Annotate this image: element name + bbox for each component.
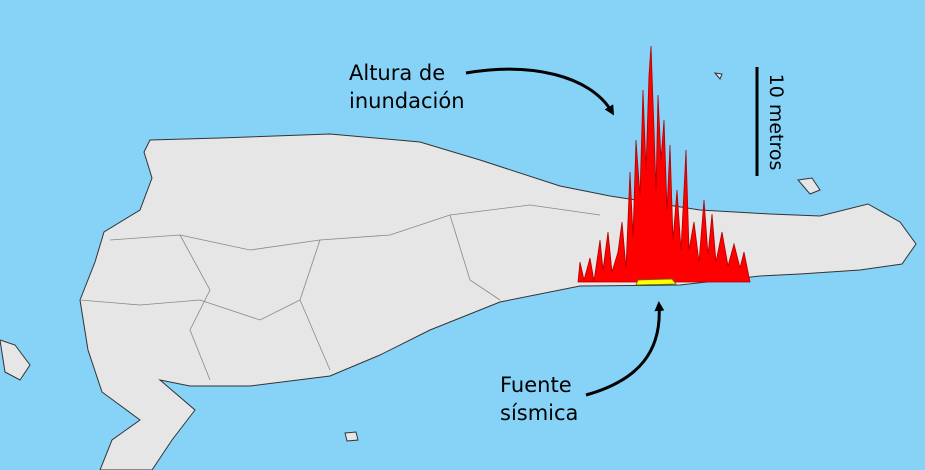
scale-label: 10 metros [765, 74, 787, 171]
inundation-label: Altura de [349, 61, 445, 85]
regional-borders [79, 204, 601, 381]
inundation-label: inundación [349, 89, 465, 113]
source-label: Fuente [500, 373, 572, 397]
arrow [585, 301, 665, 397]
source-label: sísmica [500, 401, 578, 425]
islands [0, 72, 821, 442]
seismic-source [635, 278, 677, 286]
arrow [465, 67, 615, 116]
inundation-spikes [577, 45, 751, 283]
